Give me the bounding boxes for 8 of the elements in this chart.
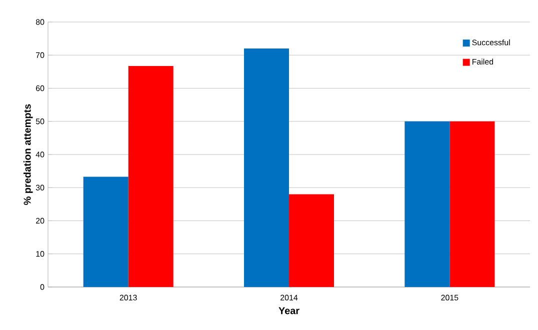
x-axis-title: Year bbox=[278, 307, 300, 314]
bar bbox=[83, 176, 128, 287]
bar bbox=[128, 66, 174, 287]
y-axis-title: % predation attempts bbox=[23, 104, 33, 205]
bar bbox=[450, 121, 495, 287]
bar bbox=[244, 48, 290, 287]
bar bbox=[404, 121, 450, 287]
bar bbox=[289, 194, 334, 287]
